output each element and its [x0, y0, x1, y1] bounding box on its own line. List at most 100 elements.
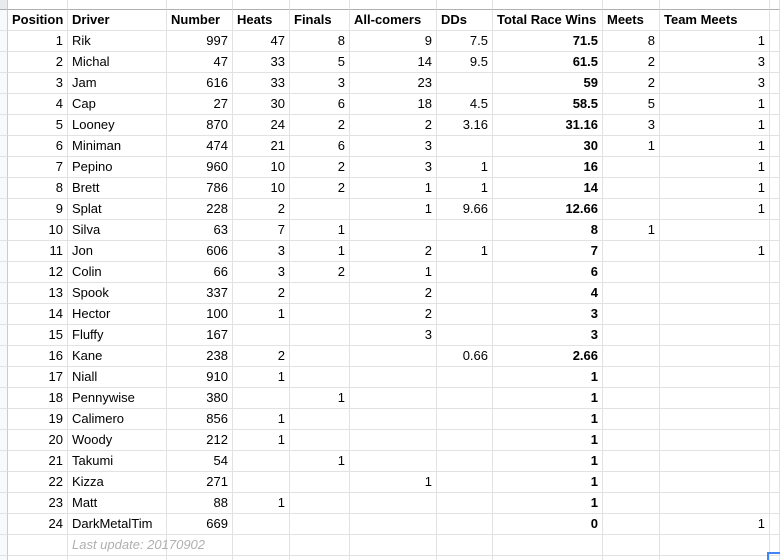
cell-finals[interactable]: 6 — [290, 136, 350, 157]
cell-team_meets[interactable] — [660, 388, 770, 409]
cell-number[interactable]: 870 — [167, 115, 233, 136]
cell-number[interactable]: 54 — [167, 451, 233, 472]
cell-heats[interactable]: 10 — [233, 178, 290, 199]
empty-cell[interactable] — [770, 10, 780, 31]
cell-team_meets[interactable] — [660, 430, 770, 451]
cell-total_race_wins[interactable]: 1 — [493, 367, 603, 388]
empty-cell[interactable] — [437, 535, 493, 556]
cell-team_meets[interactable]: 1 — [660, 31, 770, 52]
cell-finals[interactable] — [290, 430, 350, 451]
cell-team_meets[interactable] — [660, 451, 770, 472]
cell-position[interactable]: 8 — [8, 178, 68, 199]
cell-position[interactable]: 6 — [8, 136, 68, 157]
empty-cell[interactable] — [660, 535, 770, 556]
cell-meets[interactable] — [603, 493, 660, 514]
cell-number[interactable]: 960 — [167, 157, 233, 178]
cell-team_meets[interactable]: 1 — [660, 136, 770, 157]
cell-position[interactable]: 13 — [8, 283, 68, 304]
empty-cell[interactable] — [770, 73, 780, 94]
cell-total_race_wins[interactable]: 12.66 — [493, 199, 603, 220]
cell-meets[interactable]: 1 — [603, 136, 660, 157]
cell-driver[interactable]: Pennywise — [68, 388, 167, 409]
cell-number[interactable]: 337 — [167, 283, 233, 304]
cell-meets[interactable]: 3 — [603, 115, 660, 136]
cell-total_race_wins[interactable]: 0 — [493, 514, 603, 535]
cell-heats[interactable]: 7 — [233, 220, 290, 241]
cell-heats[interactable]: 1 — [233, 409, 290, 430]
cell-dds[interactable]: 0.66 — [437, 346, 493, 367]
cell-finals[interactable] — [290, 346, 350, 367]
empty-cell[interactable] — [350, 0, 437, 10]
cell-position[interactable]: 3 — [8, 73, 68, 94]
cell-team_meets[interactable]: 1 — [660, 241, 770, 262]
cell-all_comers[interactable]: 1 — [350, 178, 437, 199]
cell-finals[interactable]: 6 — [290, 94, 350, 115]
empty-cell[interactable] — [770, 451, 780, 472]
cell-driver[interactable]: Woody — [68, 430, 167, 451]
empty-cell[interactable] — [770, 493, 780, 514]
cell-finals[interactable]: 2 — [290, 157, 350, 178]
empty-cell[interactable] — [603, 535, 660, 556]
cell-heats[interactable]: 1 — [233, 304, 290, 325]
cell-heats[interactable]: 21 — [233, 136, 290, 157]
cell-team_meets[interactable]: 1 — [660, 199, 770, 220]
cell-total_race_wins[interactable]: 3 — [493, 325, 603, 346]
cell-driver[interactable]: Spook — [68, 283, 167, 304]
cell-finals[interactable] — [290, 367, 350, 388]
cell-dds[interactable]: 1 — [437, 157, 493, 178]
cell-driver[interactable]: Cap — [68, 94, 167, 115]
cell-team_meets[interactable]: 1 — [660, 514, 770, 535]
column-header-all_comers[interactable]: All-comers — [350, 10, 437, 31]
cell-meets[interactable] — [603, 451, 660, 472]
cell-team_meets[interactable] — [660, 346, 770, 367]
cell-team_meets[interactable] — [660, 409, 770, 430]
cell-number[interactable]: 856 — [167, 409, 233, 430]
cell-position[interactable]: 18 — [8, 388, 68, 409]
cell-meets[interactable] — [603, 283, 660, 304]
empty-cell[interactable] — [770, 409, 780, 430]
cell-driver[interactable]: Miniman — [68, 136, 167, 157]
cell-finals[interactable]: 1 — [290, 241, 350, 262]
cell-heats[interactable]: 3 — [233, 262, 290, 283]
cell-all_comers[interactable]: 18 — [350, 94, 437, 115]
cell-all_comers[interactable]: 3 — [350, 136, 437, 157]
cell-meets[interactable]: 8 — [603, 31, 660, 52]
cell-position[interactable]: 24 — [8, 514, 68, 535]
empty-cell[interactable] — [8, 0, 68, 10]
cell-number[interactable]: 380 — [167, 388, 233, 409]
cell-meets[interactable]: 5 — [603, 94, 660, 115]
cell-heats[interactable]: 24 — [233, 115, 290, 136]
cell-all_comers[interactable]: 2 — [350, 283, 437, 304]
empty-cell[interactable] — [290, 535, 350, 556]
cell-driver[interactable]: Brett — [68, 178, 167, 199]
cell-position[interactable]: 19 — [8, 409, 68, 430]
cell-team_meets[interactable]: 1 — [660, 178, 770, 199]
cell-team_meets[interactable]: 3 — [660, 73, 770, 94]
cell-finals[interactable]: 1 — [290, 451, 350, 472]
cell-team_meets[interactable] — [660, 493, 770, 514]
cell-all_comers[interactable]: 1 — [350, 262, 437, 283]
cell-heats[interactable]: 3 — [233, 241, 290, 262]
cell-dds[interactable] — [437, 367, 493, 388]
cell-meets[interactable] — [603, 157, 660, 178]
cell-driver[interactable]: DarkMetalTim — [68, 514, 167, 535]
cell-position[interactable]: 11 — [8, 241, 68, 262]
cell-driver[interactable]: Splat — [68, 199, 167, 220]
cell-driver[interactable]: Fluffy — [68, 325, 167, 346]
cell-position[interactable]: 14 — [8, 304, 68, 325]
cell-dds[interactable]: 1 — [437, 178, 493, 199]
empty-cell[interactable] — [770, 94, 780, 115]
cell-meets[interactable]: 2 — [603, 73, 660, 94]
cell-dds[interactable]: 4.5 — [437, 94, 493, 115]
cell-all_comers[interactable] — [350, 451, 437, 472]
cell-total_race_wins[interactable]: 7 — [493, 241, 603, 262]
cell-driver[interactable]: Rik — [68, 31, 167, 52]
cell-driver[interactable]: Michal — [68, 52, 167, 73]
cell-position[interactable]: 10 — [8, 220, 68, 241]
cell-meets[interactable] — [603, 241, 660, 262]
cell-dds[interactable]: 7.5 — [437, 31, 493, 52]
cell-position[interactable]: 2 — [8, 52, 68, 73]
cell-total_race_wins[interactable]: 1 — [493, 451, 603, 472]
empty-cell[interactable] — [233, 556, 290, 560]
cell-total_race_wins[interactable]: 31.16 — [493, 115, 603, 136]
